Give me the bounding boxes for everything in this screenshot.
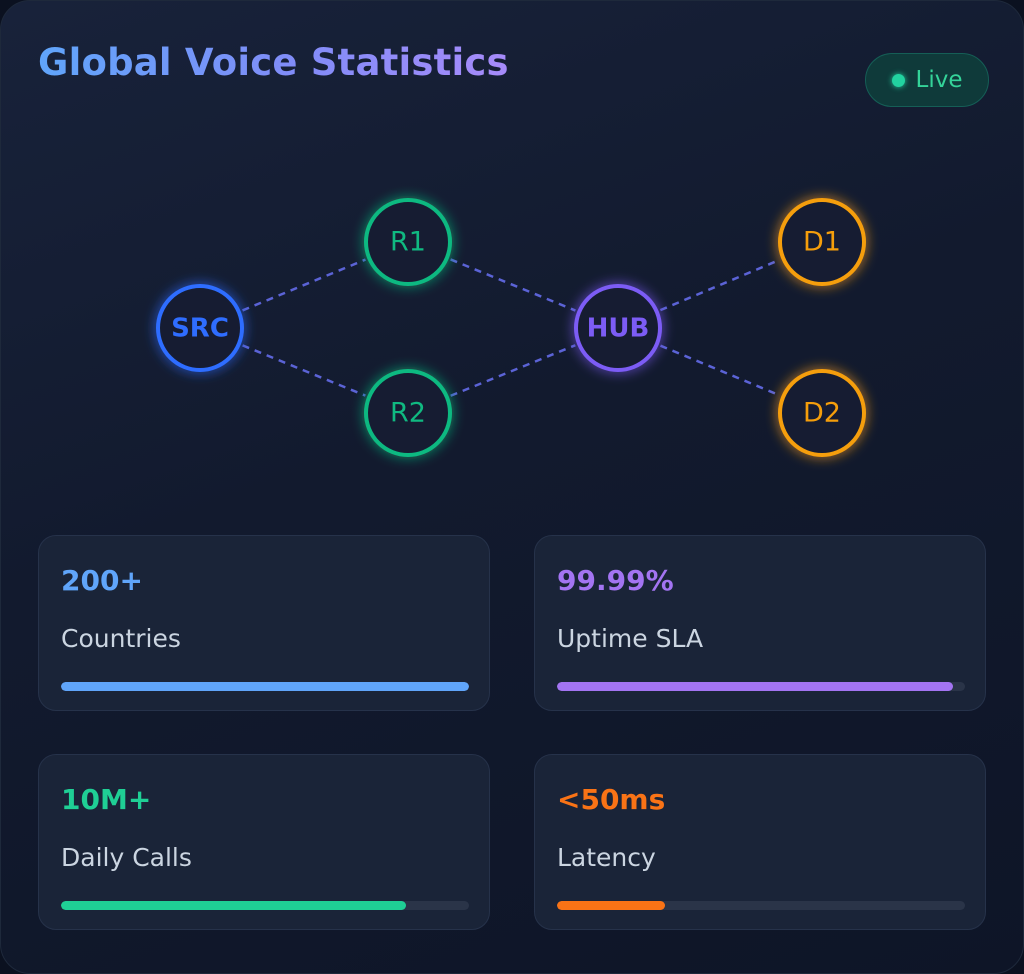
stat-value: 99.99%: [557, 564, 674, 597]
node-label: D2: [803, 398, 841, 429]
stat-label: Countries: [61, 624, 181, 653]
network-link-r2-hub: [450, 344, 576, 397]
stat-label: Uptime SLA: [557, 624, 704, 653]
stat-card-latency: <50ms Latency: [534, 754, 986, 930]
network-link-src-r2: [242, 344, 366, 397]
stat-value: 10M+: [61, 783, 152, 816]
network-nodes: SRC R1 R2 HUB D1 D2: [156, 198, 866, 457]
node-ring: [778, 369, 866, 457]
stat-progress-track: [61, 901, 469, 910]
network-node-r2: R2: [364, 369, 452, 457]
node-label: SRC: [171, 314, 229, 344]
stat-value: <50ms: [557, 783, 666, 816]
node-label: R2: [390, 398, 426, 429]
node-ring: [156, 284, 244, 372]
node-ring: [364, 369, 452, 457]
stat-progress-fill: [557, 682, 953, 691]
network-link-r1-hub: [450, 258, 576, 312]
node-ring: [364, 198, 452, 286]
node-ring: [574, 284, 662, 372]
network-link-hub-d2: [659, 344, 781, 397]
stat-progress-track: [557, 682, 965, 691]
live-status-label: Live: [915, 67, 963, 93]
network-node-hub: HUB: [574, 284, 662, 372]
network-link-src-r1: [242, 258, 366, 312]
network-node-src: SRC: [156, 284, 244, 372]
network-node-d1: D1: [778, 198, 866, 286]
node-ring: [778, 198, 866, 286]
stat-card-uptime: 99.99% Uptime SLA: [534, 535, 986, 711]
network-node-d2: D2: [778, 369, 866, 457]
stat-progress-track: [557, 901, 965, 910]
network-node-r1: R1: [364, 198, 452, 286]
node-label: R1: [390, 227, 426, 258]
network-diagram: SRC R1 R2 HUB D1 D2: [156, 198, 866, 457]
network-link-hub-d1: [659, 258, 781, 312]
node-label: HUB: [587, 314, 650, 344]
stat-label: Daily Calls: [61, 843, 192, 872]
live-dot-icon: [891, 73, 905, 87]
stat-progress-fill: [61, 682, 469, 691]
stat-value: 200+: [61, 564, 143, 597]
stat-label: Latency: [557, 843, 656, 872]
page-title: Global Voice Statistics: [38, 41, 509, 84]
stat-progress-fill: [557, 901, 666, 910]
stat-progress-fill: [61, 901, 406, 910]
node-label: D1: [803, 227, 841, 258]
stat-card-countries: 200+ Countries: [38, 535, 490, 711]
live-status-badge: Live: [865, 53, 989, 107]
stat-progress-track: [61, 682, 469, 691]
network-links: [242, 258, 781, 397]
stat-card-daily-calls: 10M+ Daily Calls: [38, 754, 490, 930]
